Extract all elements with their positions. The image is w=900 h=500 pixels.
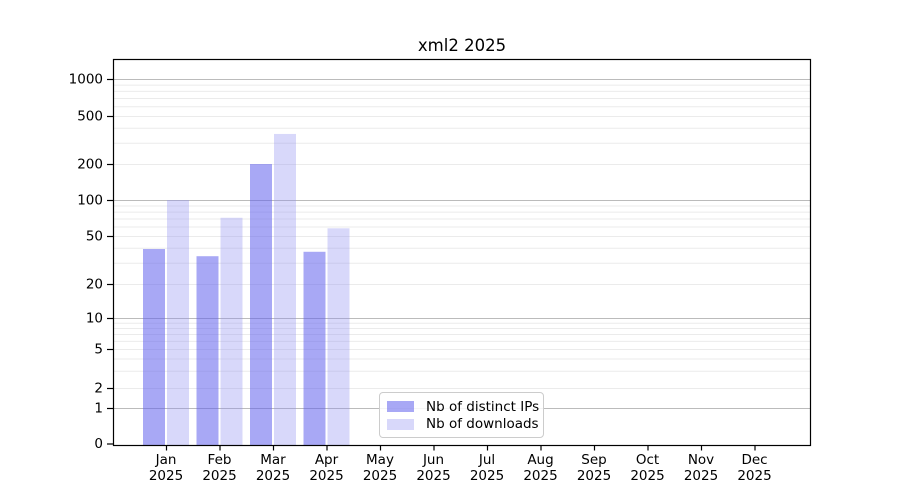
legend-label-downloads: Nb of downloads [426,416,539,433]
y-tick-label: 100 [77,193,103,209]
y-tick-label: 50 [86,229,103,245]
x-tick-label-feb: Feb 2025 [202,452,236,484]
x-tick-label-mar: Mar 2025 [256,452,290,484]
legend-label-distinct-ips: Nb of distinct IPs [426,398,540,415]
bar-mar-downloads [274,133,296,446]
legend-item-distinct-ips: Nb of distinct IPs [387,398,539,416]
x-tick-label-aug: Aug 2025 [523,452,557,484]
bar-apr-distinct-ips [303,251,326,446]
x-tick-label-oct: Oct 2025 [630,452,664,484]
bar-mar-distinct-ips [250,164,272,446]
bar-apr-downloads [327,228,350,446]
y-tick-label: 0 [94,436,103,452]
x-tick-label-jun: Jun 2025 [416,452,450,484]
x-tick-label-jul: Jul 2025 [470,452,504,484]
legend-swatch-distinct-ips [387,401,414,413]
x-tick-label-nov: Nov 2025 [684,452,718,484]
y-tick-label: 20 [86,277,103,293]
bar-feb-downloads [220,217,243,446]
x-tick-label-dec: Dec 2025 [737,452,771,484]
x-tick-label-sep: Sep 2025 [577,452,611,484]
legend-item-downloads: Nb of downloads [387,416,539,434]
x-tick-label-jan: Jan 2025 [149,452,183,484]
y-tick-label: 5 [94,342,103,358]
y-tick-label: 1 [94,401,103,417]
x-tick-label-may: May 2025 [363,452,397,484]
legend-swatch-downloads [387,418,414,430]
plot-border [112,58,812,447]
y-tick-label: 10 [86,311,103,327]
y-tick-label: 1000 [69,72,103,88]
y-tick-label: 200 [77,157,103,173]
y-tick-label: 500 [77,109,103,125]
x-tick-label-apr: Apr 2025 [309,452,343,484]
bar-jan-downloads [167,200,189,446]
y-tick-label: 2 [94,381,103,397]
bar-feb-distinct-ips [196,256,219,446]
chart-title: xml2 2025 [417,36,507,55]
legend: Nb of distinct IPs Nb of downloads [379,392,544,438]
bar-jan-distinct-ips [143,249,165,446]
